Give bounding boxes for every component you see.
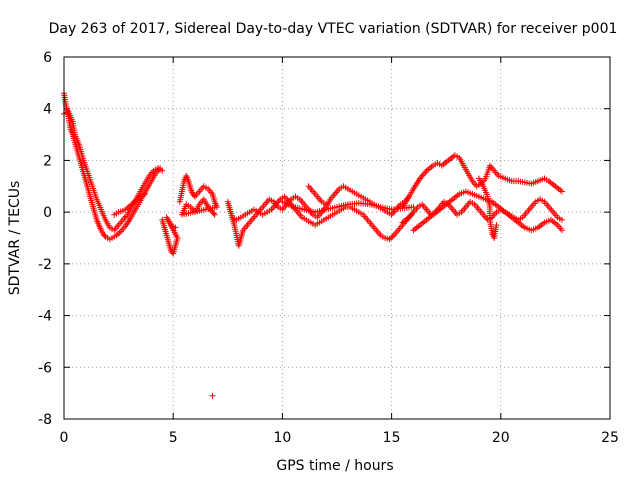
- y-tick-label: 0: [43, 205, 52, 221]
- data-point: [387, 235, 394, 241]
- data-point: [323, 201, 330, 208]
- y-tick-label: -8: [38, 412, 52, 428]
- data-point: [386, 236, 393, 243]
- data-point: [558, 216, 565, 223]
- series-trace-13: [475, 175, 500, 241]
- series-trace-7: [229, 193, 415, 243]
- data-point: [558, 227, 565, 234]
- series-trace-4: [159, 214, 181, 257]
- chart-title: Day 263 of 2017, Sidereal Day-to-day VTE…: [49, 21, 618, 37]
- data-point: [116, 229, 123, 236]
- y-tick-label: 4: [43, 102, 52, 118]
- data-point: [210, 210, 217, 217]
- data-point: [114, 231, 121, 238]
- series-trace-10: [399, 152, 565, 210]
- series-trace-8: [279, 198, 417, 216]
- y-tick-label: -4: [38, 309, 52, 325]
- data-point: [133, 197, 140, 204]
- series-trace-2: [61, 108, 166, 234]
- data-point: [130, 200, 137, 207]
- x-tick-label: 15: [383, 430, 401, 446]
- data-point: [558, 188, 565, 195]
- plot-frame: [63, 56, 611, 420]
- series-trace-9: [305, 183, 330, 208]
- series-outlier: [209, 392, 216, 399]
- x-tick-label: 10: [273, 430, 291, 446]
- data-point: [135, 194, 142, 201]
- data-point: [127, 202, 134, 209]
- data-point: [131, 198, 138, 205]
- data-point: [493, 222, 500, 229]
- data-point: [159, 167, 166, 174]
- series-trace-3: [111, 191, 148, 218]
- y-tick-label: -2: [38, 257, 52, 273]
- x-tick-label: 20: [492, 430, 510, 446]
- data-point: [113, 232, 120, 239]
- data-points: [61, 90, 565, 399]
- data-point: [124, 205, 131, 212]
- series-trace-1: [61, 90, 164, 243]
- data-point: [141, 191, 148, 198]
- series-trace-12: [410, 188, 565, 234]
- x-tick-label: 5: [169, 430, 178, 446]
- data-point: [134, 196, 141, 203]
- data-point: [125, 203, 132, 210]
- tick-labels: 0 5 10 15 20 25 -8 -6 -4 -2 0 2 4 6: [38, 50, 619, 446]
- x-axis-label: GPS time / hours: [276, 458, 393, 474]
- y-axis-label: SDTVAR / TECUs: [7, 181, 23, 296]
- x-tick-label: 25: [601, 430, 619, 446]
- y-tick-label: 6: [43, 50, 52, 66]
- data-point: [128, 201, 135, 208]
- data-point: [389, 233, 396, 240]
- data-point: [209, 392, 216, 399]
- series-trace-11: [399, 196, 565, 226]
- data-point: [101, 232, 108, 239]
- data-point: [172, 224, 179, 231]
- series-trace-5: [176, 172, 220, 218]
- x-tick-label: 0: [60, 430, 69, 446]
- data-point: [211, 211, 218, 218]
- y-tick-label: 2: [43, 153, 52, 169]
- y-tick-label: -6: [38, 360, 52, 376]
